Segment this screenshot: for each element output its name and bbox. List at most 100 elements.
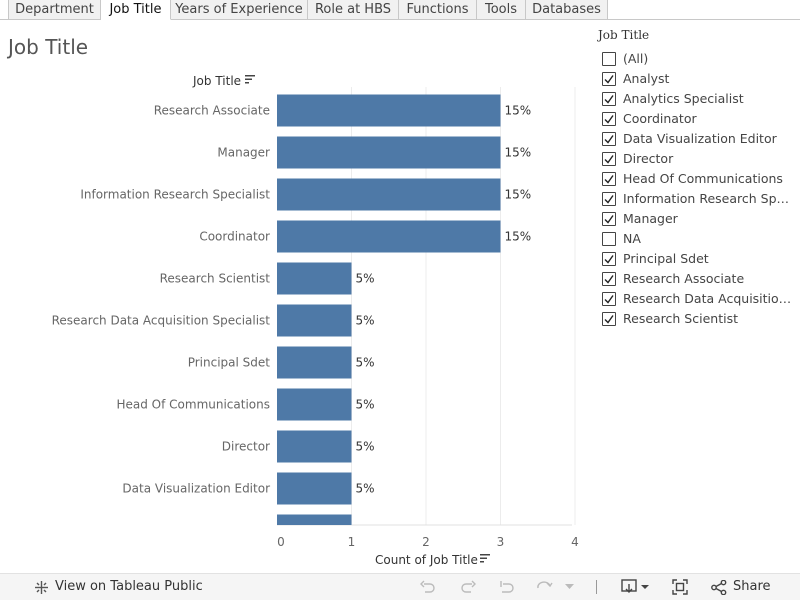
tab-job-title[interactable]: Job Title [101, 0, 171, 20]
bottom-toolbar: View on Tableau Public Share [0, 573, 800, 600]
bar[interactable] [277, 94, 501, 127]
category-label: Research Data Acquisition Specialist [52, 314, 271, 328]
checkbox-checked-icon[interactable] [602, 112, 616, 126]
filter-item[interactable]: Data Visualization Editor [598, 130, 800, 150]
filter-item-label: Director [623, 151, 674, 166]
tab-department[interactable]: Department [9, 0, 101, 20]
filter-item[interactable]: Principal Sdet [598, 250, 800, 270]
bar[interactable] [277, 220, 501, 253]
x-axis-sort-icon[interactable] [480, 554, 490, 563]
filter-item[interactable]: Analytics Specialist [598, 90, 800, 110]
category-label: Manager [217, 146, 270, 160]
checkbox-checked-icon[interactable] [602, 172, 616, 186]
filter-item-label: Head Of Communications [623, 171, 783, 186]
bar[interactable] [277, 472, 352, 505]
fullscreen-icon[interactable] [672, 579, 688, 595]
filter-item-label: Research Data Acquisition S... [623, 291, 795, 306]
tab-edge [8, 0, 9, 20]
filter-item-label: (All) [623, 51, 649, 66]
bar[interactable] [277, 514, 352, 526]
bar[interactable] [277, 136, 501, 169]
category-label: Research Associate [154, 104, 270, 118]
checkbox-checked-icon[interactable] [602, 92, 616, 106]
checkbox-checked-icon[interactable] [602, 312, 616, 326]
checkbox-unchecked-icon[interactable] [602, 52, 616, 66]
checkbox-checked-icon[interactable] [602, 272, 616, 286]
filter-item-label: Manager [623, 211, 678, 226]
filter-item-label: NA [623, 231, 641, 246]
redo-icon[interactable] [460, 580, 476, 595]
filter-item[interactable]: NA [598, 230, 800, 250]
x-axis-ticks: 0 1 2 3 4 [277, 535, 579, 549]
bar[interactable] [277, 262, 352, 295]
bar[interactable] [277, 346, 352, 379]
filter-item-label: Principal Sdet [623, 251, 709, 266]
job-title-filter: Job Title (All) Analyst Analytics Speciali… [598, 28, 800, 330]
checkbox-checked-icon[interactable] [602, 72, 616, 86]
bar[interactable] [277, 304, 352, 337]
bar-value-label: 5% [356, 482, 375, 496]
bar[interactable] [277, 178, 501, 211]
chart-bars: Research Associate 15% Manager 15% Informati… [52, 94, 532, 526]
bar-chart: Research Associate 15%Manager 15%Informati… [52, 74, 579, 567]
category-label: Principal Sdet [188, 356, 271, 370]
sheet-title: Job Title [8, 35, 89, 59]
share-icon[interactable] [711, 580, 727, 595]
bar-value-label: 5% [356, 314, 375, 328]
row-header-label[interactable]: Job Title [192, 74, 241, 88]
category-label: Head Of Communications [116, 398, 270, 412]
bar-value-label: 5% [356, 440, 375, 454]
tab-databases[interactable]: Databases [526, 0, 608, 20]
bar-value-label: 15% [505, 146, 532, 160]
checkbox-checked-icon[interactable] [602, 252, 616, 266]
row-header-sort-icon[interactable] [245, 75, 255, 84]
tab-functions[interactable]: Functions [399, 0, 477, 20]
filter-item-label: Information Research Specia... [623, 191, 795, 206]
filter-item[interactable]: Information Research Specia... [598, 190, 800, 210]
tab-role-at-hbs[interactable]: Role at HBS [308, 0, 399, 20]
pause-dropdown-icon[interactable] [565, 584, 574, 590]
filter-item[interactable]: Research Scientist [598, 310, 800, 330]
x-tick-label: 3 [497, 535, 505, 549]
x-tick-label: 2 [422, 535, 430, 549]
bar-value-label: 15% [505, 104, 532, 118]
category-label: Research Scientist [160, 272, 271, 286]
checkbox-checked-icon[interactable] [602, 292, 616, 306]
bar-value-label: 5% [356, 272, 375, 286]
filter-item[interactable]: Coordinator [598, 110, 800, 130]
checkbox-unchecked-icon[interactable] [602, 232, 616, 246]
tableau-logo-icon[interactable] [34, 580, 49, 595]
filter-item[interactable]: Director [598, 150, 800, 170]
checkbox-checked-icon[interactable] [602, 192, 616, 206]
revert-icon[interactable] [499, 580, 515, 595]
x-axis-title[interactable]: Count of Job Title [375, 553, 478, 567]
filter-item[interactable]: Research Data Acquisition S... [598, 290, 800, 310]
filter-item[interactable]: (All) [598, 50, 800, 70]
bar-value-label: 15% [505, 188, 532, 202]
filter-item-label: Analytics Specialist [623, 91, 744, 106]
toolbar-separator [596, 580, 597, 594]
bar-value-label: 5% [356, 398, 375, 412]
share-button[interactable]: Share [733, 579, 771, 594]
tab-tools[interactable]: Tools [477, 0, 526, 20]
filter-list: (All) Analyst Analytics Specialist Coordina… [598, 50, 800, 330]
filter-title: Job Title [598, 28, 650, 42]
filter-item-label: Research Associate [623, 271, 745, 286]
bar[interactable] [277, 388, 352, 421]
view-on-tableau-public-link[interactable]: View on Tableau Public [55, 579, 203, 594]
download-icon[interactable] [621, 579, 651, 595]
undo-icon[interactable] [420, 580, 436, 595]
refresh-icon[interactable] [536, 580, 554, 595]
tab-years-of-experience[interactable]: Years of Experience [171, 0, 308, 20]
filter-item[interactable]: Manager [598, 210, 800, 230]
sheet-tabs: Department Job Title Years of Experience… [0, 0, 800, 20]
bar[interactable] [277, 430, 352, 463]
filter-item[interactable]: Research Associate [598, 270, 800, 290]
checkbox-checked-icon[interactable] [602, 152, 616, 166]
filter-item-label: Research Scientist [623, 311, 738, 326]
checkbox-checked-icon[interactable] [602, 212, 616, 226]
checkbox-checked-icon[interactable] [602, 132, 616, 146]
filter-item[interactable]: Head Of Communications [598, 170, 800, 190]
filter-item[interactable]: Analyst [598, 70, 800, 90]
category-label: Director [222, 440, 270, 454]
